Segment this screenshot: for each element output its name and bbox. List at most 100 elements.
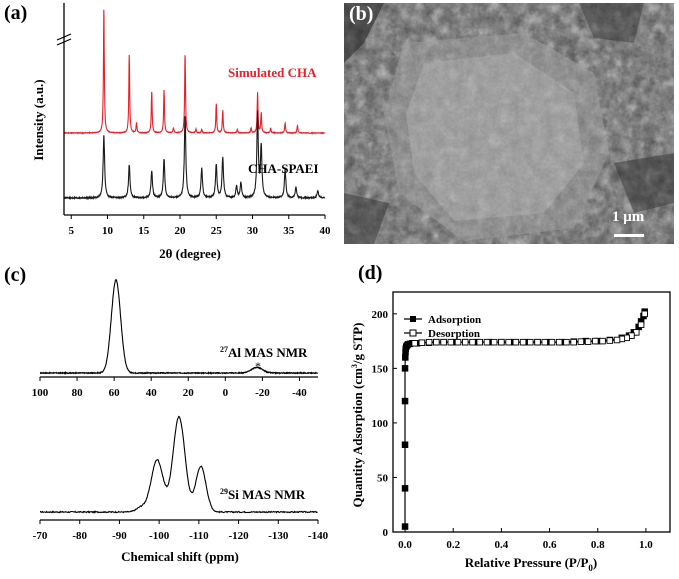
desorption-point (527, 338, 534, 346)
bet-y-tick-label: 50 (377, 472, 389, 484)
legend-adsorption: Adsorption (428, 314, 481, 326)
nmr-x-tick-label: -70 (33, 530, 48, 542)
desorption-point (637, 321, 645, 328)
legend-desorption: Desorption (428, 328, 480, 340)
legend-marker-adsorption (410, 316, 416, 322)
desorption-point (555, 338, 563, 346)
al-nmr-label: 27Al MAS NMR (220, 345, 308, 360)
xrd-x-tick-label: 35 (283, 225, 295, 237)
si-nmr-label: 29Si MAS NMR (220, 487, 306, 502)
xrd-x-tick-label: 10 (102, 225, 114, 237)
nmr-x-tick-label: 40 (146, 387, 158, 399)
bet-x-tick-label: 0.6 (543, 539, 557, 551)
nmr-x-tick-label: -20 (255, 387, 270, 399)
axis-break-mark (56, 33, 72, 41)
xrd-x-tick-label: 40 (320, 225, 332, 237)
bet-x-tick-label: 0.8 (591, 539, 605, 551)
desorption-point (476, 338, 483, 346)
bet-x-tick-label: 0.2 (446, 539, 460, 551)
nmr-x-tick-label: -140 (308, 530, 329, 542)
bet-y-tick-label: 200 (372, 309, 389, 321)
desorption-point (433, 338, 440, 346)
desorption-point (641, 310, 648, 318)
panel-b-label: (b) (349, 3, 374, 25)
desorption-point (418, 339, 426, 346)
nmr-x-tick-label: -80 (72, 530, 87, 542)
bet-y-tick-label: 0 (383, 527, 389, 539)
xrd-series-label-simulated: Simulated CHA (228, 65, 317, 80)
bet-legend: Adsorption Desorption (404, 314, 481, 340)
panel-a-label: (a) (4, 2, 28, 24)
nmr-x-label: Chemical shift (ppm) (121, 549, 239, 564)
desorption-point (599, 337, 606, 345)
nmr-x-tick-label: 100 (32, 387, 49, 399)
bet-plot-frame (392, 291, 671, 533)
axis-break-mark (56, 38, 72, 46)
desorption-point (512, 338, 520, 346)
nmr-x-tick-label: -110 (189, 530, 209, 542)
bet-y-tick-label: 150 (372, 363, 389, 375)
adsorption-point (401, 485, 409, 492)
xrd-x-label: 2θ (degree) (159, 246, 221, 261)
adsorption-point (401, 523, 409, 530)
nmr-x-tick-label: -40 (292, 387, 307, 399)
bet-x-label: Relative Pressure (P/P0) (465, 555, 598, 573)
xrd-x-tick-label: 5 (69, 225, 75, 237)
scale-bar-label: 1 μm (612, 209, 645, 225)
nmr-x-tick-label: -120 (228, 530, 249, 542)
nmr-x-tick-label: 80 (72, 387, 84, 399)
nmr-spectrum-line (39, 278, 318, 375)
desorption-point (577, 338, 585, 345)
xrd-x-tick-label: 20 (175, 225, 187, 237)
desorption-point (425, 338, 433, 346)
bet-x-tick-label: 0.0 (398, 539, 412, 551)
xrd-series-label-experimental: CHA-SPAEI (248, 161, 319, 176)
xrd-y-label: Intensity (a.u.) (31, 79, 46, 160)
desorption-point (462, 338, 469, 346)
nmr-x-tick-label: -100 (149, 530, 170, 542)
desorption-point (447, 338, 455, 346)
bet-x-tick-label: 0.4 (495, 539, 509, 551)
desorption-point (483, 338, 491, 346)
nmr-x-tick-label: 0 (223, 387, 229, 399)
desorption-point (440, 338, 447, 346)
xrd-x-tick-label: 25 (211, 225, 223, 237)
bet-y-label: Quantity Adsorption (cm3/g STP) (350, 323, 365, 508)
xrd-x-tick-label: 30 (247, 225, 259, 237)
desorption-point (469, 338, 476, 346)
desorption-point (548, 338, 556, 346)
al-asterisk: * (255, 359, 261, 373)
panel-c-label: (c) (4, 264, 27, 286)
desorption-point (490, 338, 498, 346)
nmr-spectrum-line (40, 415, 318, 514)
bet-chart: 0.0 0.2 0.4 0.6 0.8 1.0 0 50 100 150 200 Adsorptio… (350, 291, 671, 573)
desorption-point (534, 338, 541, 346)
xrd-chart: 5 10 15 20 25 30 35 40 Simulated CHA CHA-SPAEI … (31, 3, 332, 261)
nmr-x-tick-label: -90 (112, 530, 127, 542)
adsorption-point (401, 441, 409, 448)
bet-x-tick-label: 1.0 (639, 539, 653, 551)
desorption-point (606, 337, 614, 344)
scale-bar (614, 234, 644, 237)
desorption-point (613, 336, 621, 344)
desorption-point (563, 338, 570, 346)
nmr-x-tick-label: 60 (109, 387, 121, 399)
bet-y-tick-label: 100 (372, 418, 389, 430)
desorption-point (505, 338, 512, 346)
xrd-series-line (63, 110, 326, 201)
adsorption-point (402, 354, 409, 361)
nmr-chart: 100 80 60 40 20 0 -20 -40 27Al MAS NMR * -70 -80… (32, 278, 329, 564)
adsorption-point (401, 365, 409, 372)
desorption-point (519, 338, 527, 346)
desorption-point (454, 338, 462, 346)
desorption-point (633, 329, 640, 336)
desorption-point (541, 338, 548, 346)
desorption-point (411, 340, 418, 347)
sem-image: (b) 1 μm (344, 3, 674, 244)
legend-marker-desorption (409, 329, 417, 337)
panel-d-label: (d) (358, 262, 383, 284)
desorption-point (584, 338, 592, 345)
xrd-x-tick-label: 15 (138, 225, 150, 237)
xrd-series-line (63, 9, 326, 136)
desorption-point (592, 337, 599, 345)
